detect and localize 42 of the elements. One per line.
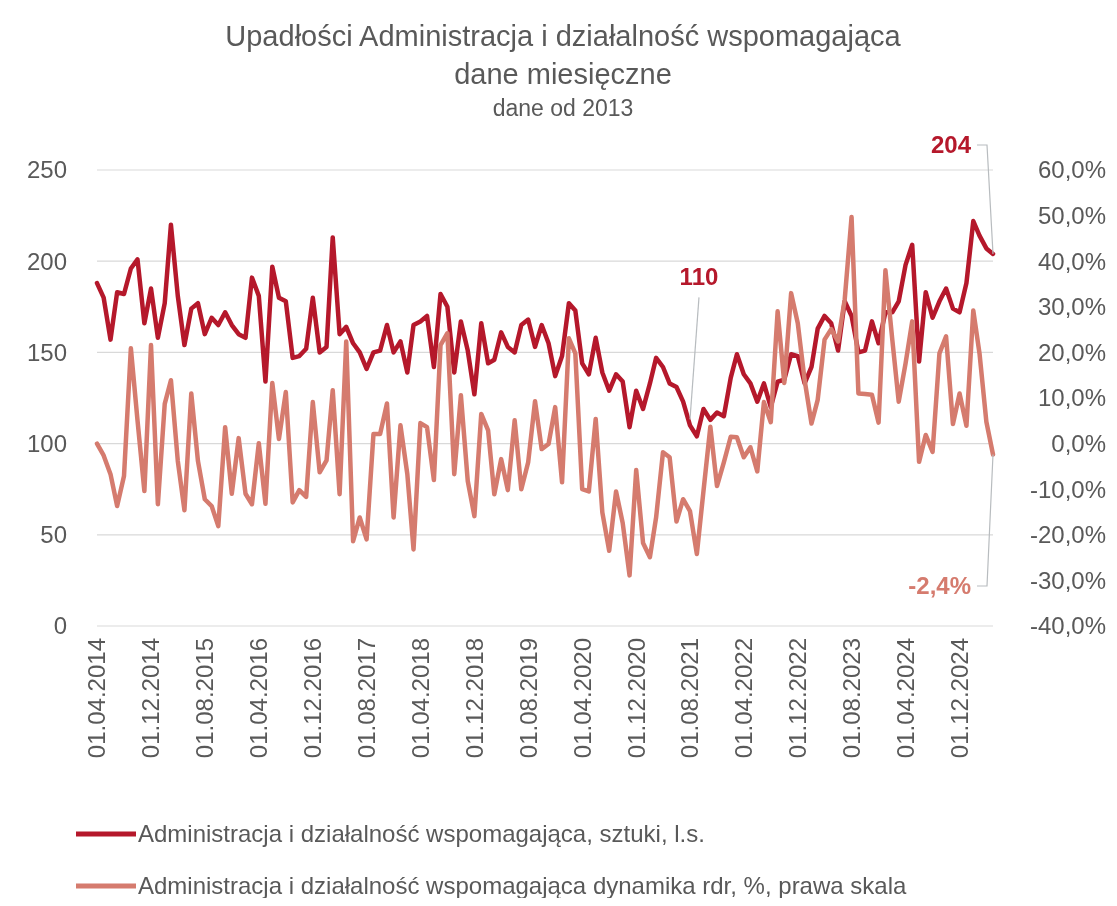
y2-tick-label: -30,0%: [1029, 566, 1106, 594]
y2-tick-label: 60,0%: [1037, 156, 1106, 184]
x-tick-label: 01.04.2016: [245, 638, 273, 759]
y2-tick-label: 30,0%: [1037, 293, 1106, 321]
y2-tick-label: 0,0%: [1051, 430, 1106, 457]
annotation: 204: [930, 131, 972, 159]
y-tick-label: 150: [26, 338, 67, 366]
chart-subtitle: dane od 2013: [492, 95, 634, 121]
x-tick-label: 01.08.2017: [353, 638, 380, 759]
x-tick-label: 01.12.2024: [945, 638, 973, 759]
y2-tick-label: -40,0%: [1029, 612, 1106, 640]
x-tick-label: 01.08.2015: [191, 638, 219, 759]
y2-tick-label: -10,0%: [1029, 475, 1106, 503]
x-tick-label: 01.12.2020: [622, 638, 650, 759]
y2-tick-label: 40,0%: [1037, 247, 1106, 275]
x-tick-label: 01.08.2023: [837, 638, 865, 759]
x-tick-label: 01.04.2014: [83, 638, 111, 759]
x-tick-label: 01.04.2024: [891, 638, 919, 759]
x-tick-label: 01.12.2016: [299, 638, 327, 759]
line-series: [94, 218, 996, 439]
y2-tick-label: -20,0%: [1029, 521, 1106, 549]
y2-tick-label: 20,0%: [1037, 338, 1106, 366]
y2-tick-label: 50,0%: [1037, 202, 1106, 229]
y-tick-label: 0: [53, 612, 67, 640]
x-tick-label: 01.12.2014: [137, 638, 165, 759]
x-tick-label: 01.04.2018: [406, 638, 434, 759]
x-tick-label: 01.04.2022: [730, 638, 758, 759]
annotation: 110: [679, 263, 719, 291]
legend-label: Administracja i działalność wspomagająca, sztuki, l.s.: [138, 820, 705, 848]
y-tick-label: 200: [26, 247, 67, 275]
x-tick-label: 01.12.2022: [784, 638, 812, 759]
x-tick-label: 01.08.2019: [514, 638, 542, 759]
x-tick-label: 01.04.2020: [568, 638, 596, 759]
line-series: [94, 214, 996, 578]
y-tick-label: 100: [26, 430, 67, 457]
y-tick-label: 250: [26, 156, 67, 184]
y-tick-label: 50: [40, 521, 67, 549]
annotation: -2,4%: [908, 572, 971, 600]
x-tick-label: 01.08.2021: [676, 638, 704, 759]
chart-title: Upadłości Administracja i działalność wspomagająca dane miesięczne: [225, 20, 902, 90]
y2-tick-label: 10,0%: [1037, 384, 1106, 412]
x-tick-label: 01.12.2018: [460, 638, 488, 759]
